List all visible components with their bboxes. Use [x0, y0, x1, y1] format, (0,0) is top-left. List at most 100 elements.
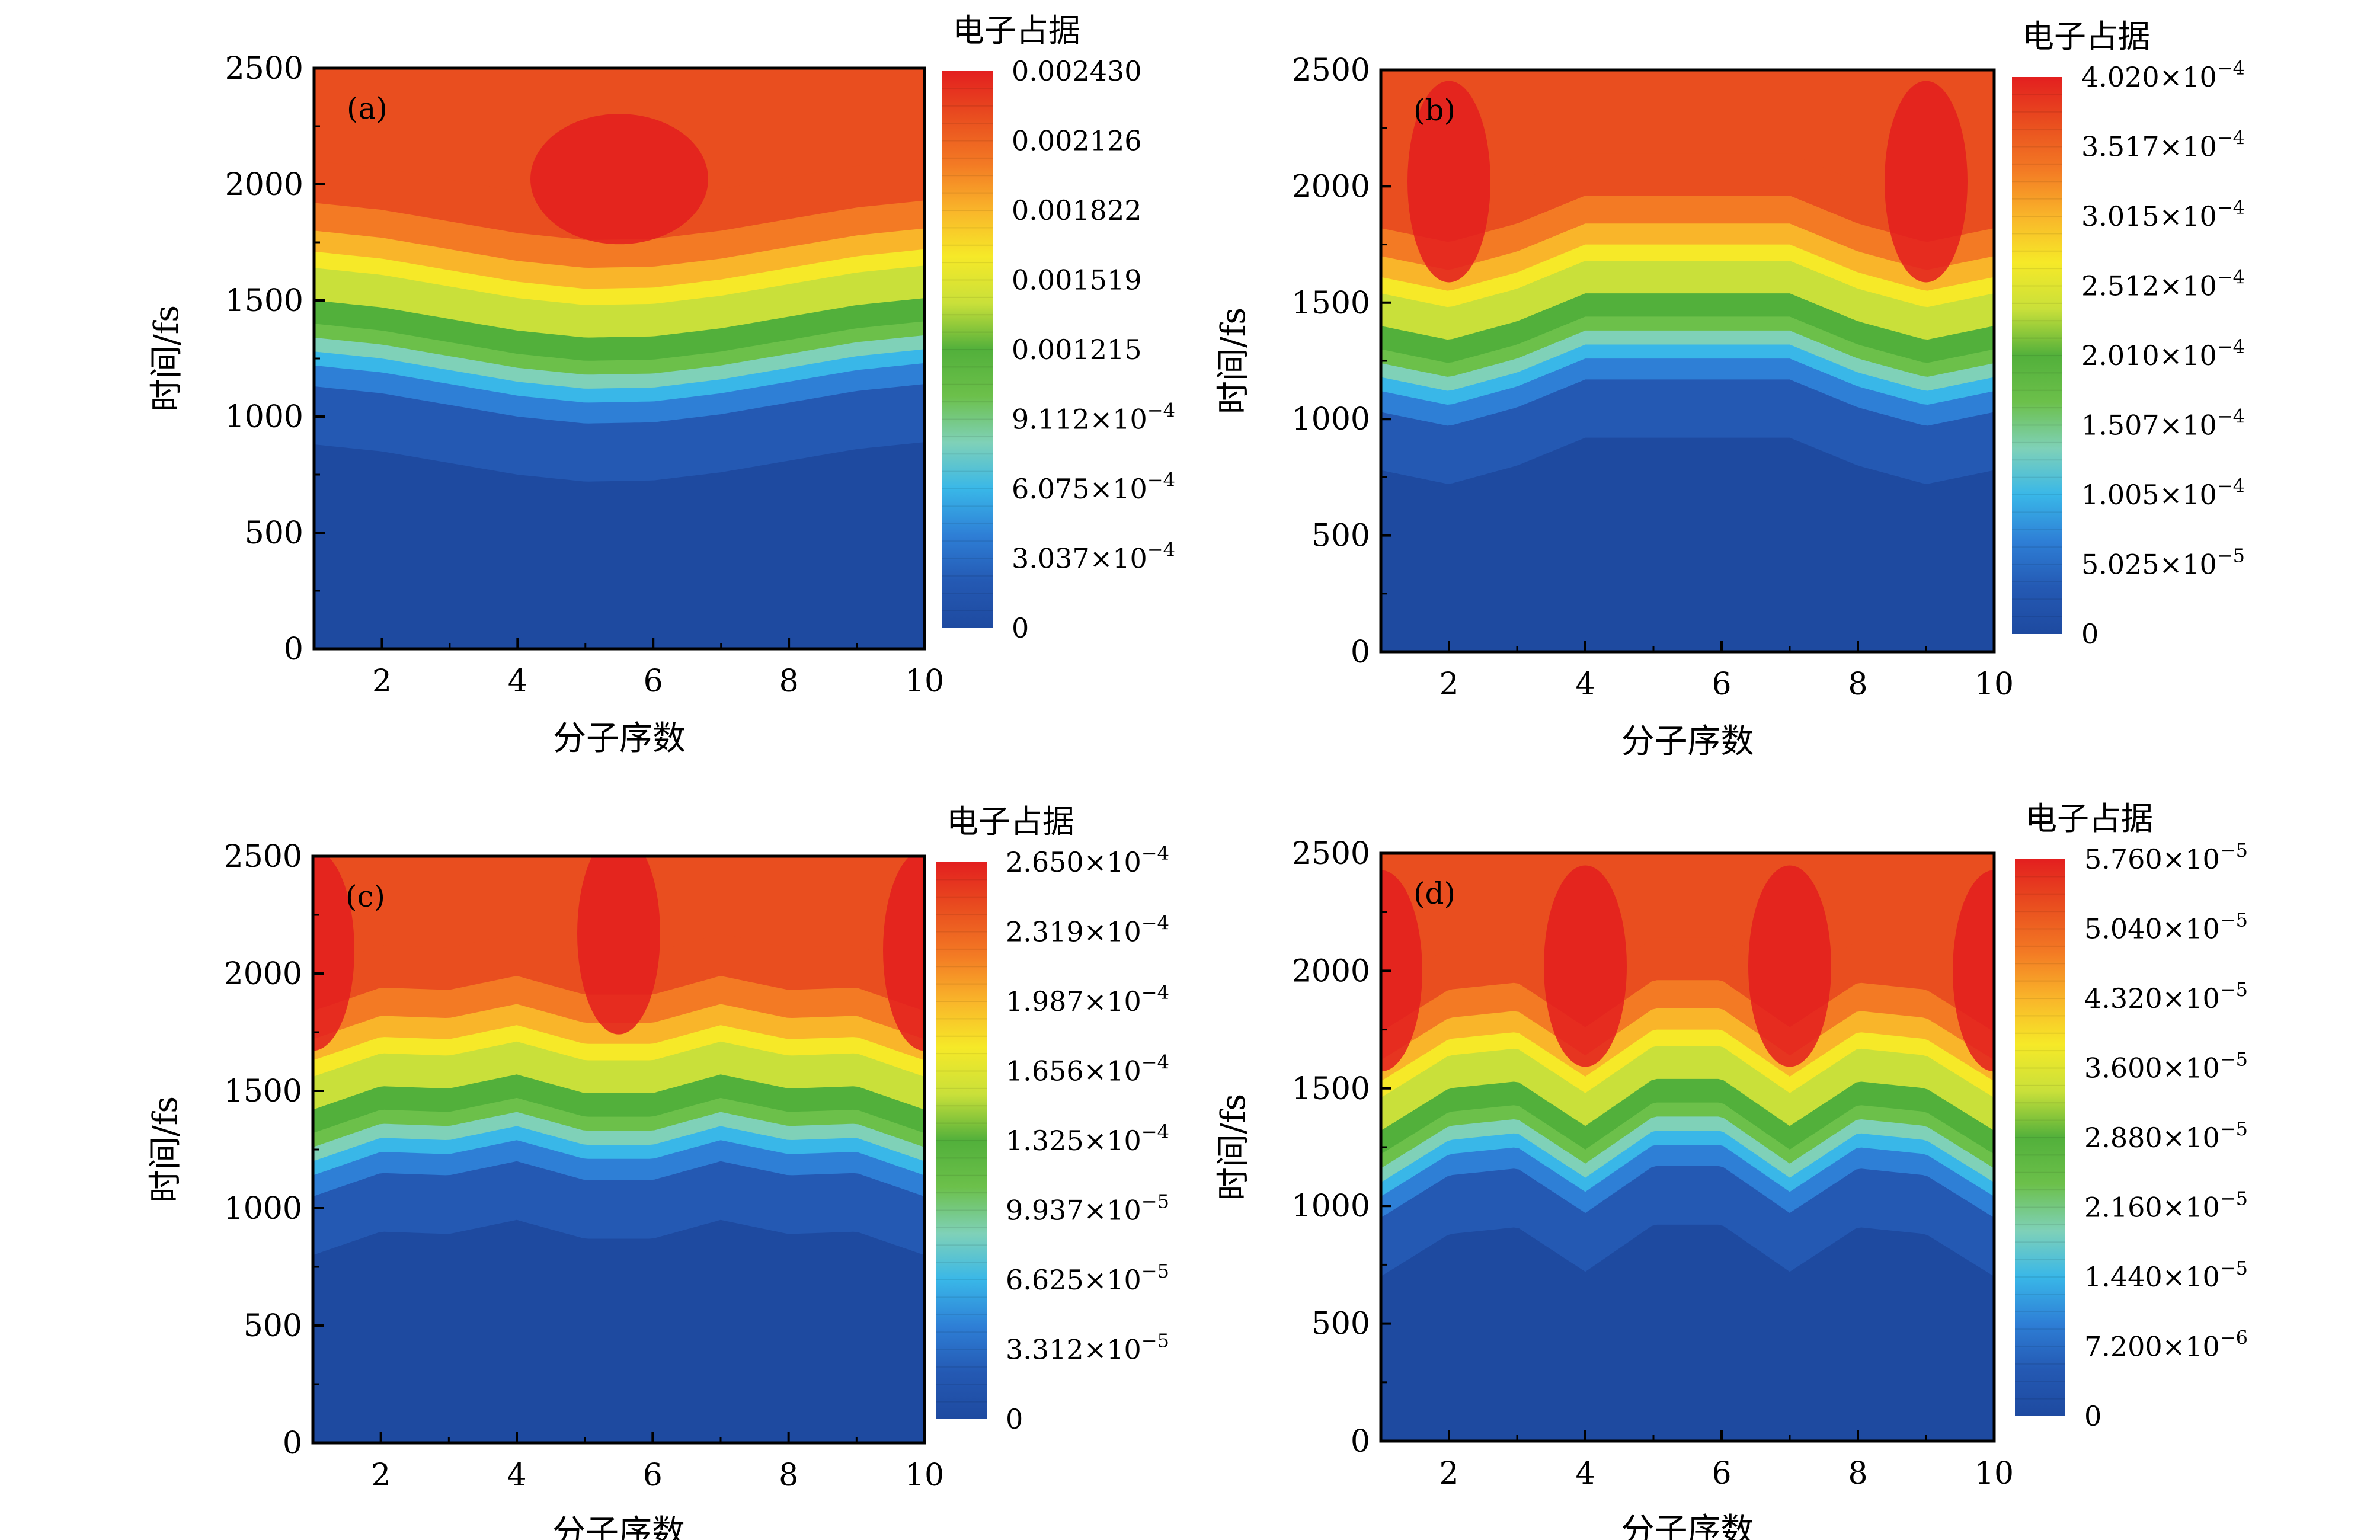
occupancy-peak [577, 856, 660, 1035]
y-tick-label: 2500 [225, 51, 303, 87]
colorbar-ramp [936, 862, 987, 1419]
occupancy-peak [1748, 865, 1831, 1067]
occupancy-peak [313, 856, 354, 1051]
colorbar-tick-label: 3.312×10−5 [1006, 1330, 1169, 1366]
x-axis-label: 分子序数 [552, 1513, 685, 1540]
panel-c: 2 4 6 8 10 0 500 1000 1500 2000 2500 分子序数 时间/fs (c) 电子… [146, 803, 1169, 1540]
colorbar-tick-label: 0.001215 [1012, 334, 1142, 366]
x-axis-label: 分子序数 [1621, 722, 1754, 761]
colorbar-tick-label: 2.160×10−5 [2084, 1187, 2248, 1224]
contour-band [314, 442, 925, 649]
heatmap-area [1381, 853, 1994, 1441]
heatmap-area [314, 68, 925, 649]
colorbar: 电子占据 0.002430 0.002126 0.001822 0.001519 0.00… [942, 12, 1175, 644]
colorbar-tick-label: 5.760×10−5 [2084, 839, 2248, 875]
y-tick-label: 0 [1351, 635, 1370, 670]
contour-band [1381, 1224, 1994, 1441]
colorbar-tick-label: 9.937×10−5 [1006, 1190, 1169, 1227]
colorbar-tick-label: 2.319×10−4 [1006, 912, 1169, 948]
y-tick-label: 500 [244, 1308, 302, 1344]
y-tick-label: 1000 [1292, 1189, 1370, 1224]
y-tick-label: 2000 [225, 167, 303, 203]
contour-band [313, 1219, 925, 1443]
y-tick-label: 1000 [224, 1191, 302, 1227]
colorbar-tick-label: 6.625×10−5 [1006, 1260, 1169, 1296]
x-tick-label: 10 [1975, 1456, 2014, 1491]
y-axis-label: 时间/fs [148, 305, 186, 412]
x-tick-label: 2 [372, 664, 392, 699]
heatmap-area [313, 856, 925, 1443]
colorbar-tick-label: 0 [1006, 1403, 1023, 1435]
x-tick-label: 4 [507, 1458, 526, 1493]
colorbar-tick-label: 0.002126 [1012, 125, 1142, 157]
contour-band [1381, 437, 1994, 652]
colorbar-tick-label: 1.656×10−4 [1006, 1051, 1169, 1087]
y-tick-label: 1500 [224, 1074, 302, 1109]
colorbar-title: 电子占据 [2022, 18, 2150, 55]
y-axis-label: 时间/fs [1214, 1094, 1253, 1200]
y-tick-label: 500 [1311, 518, 1370, 554]
x-tick-label: 2 [1439, 1456, 1458, 1491]
colorbar-title: 电子占据 [946, 803, 1074, 840]
y-tick-label: 2500 [224, 839, 302, 875]
colorbar-ramp [2015, 859, 2065, 1416]
panel-a: 2 4 6 8 10 0 500 1000 1500 2000 2500 分子序数 时间/fs (a) 电子… [148, 12, 1175, 758]
y-axis-label: 时间/fs [1214, 308, 1253, 414]
y-tick-label: 1000 [1292, 402, 1370, 437]
colorbar-tick-label: 3.600×10−5 [2084, 1048, 2248, 1084]
colorbar-tick-label: 0.002430 [1012, 55, 1142, 87]
colorbar-tick-label: 7.200×10−6 [2084, 1327, 2248, 1363]
y-tick-label: 1000 [225, 399, 303, 435]
x-tick-label: 10 [905, 1458, 944, 1493]
y-tick-label: 1500 [1292, 1071, 1370, 1107]
y-tick-label: 0 [283, 1426, 302, 1461]
x-tick-label: 4 [1575, 1456, 1595, 1491]
x-tick-label: 8 [1848, 667, 1867, 702]
occupancy-peak [1885, 81, 1968, 283]
y-tick-label: 1500 [225, 283, 303, 319]
heatmap-area [1381, 70, 1994, 652]
colorbar-tick-label: 2.650×10−4 [1006, 842, 1169, 878]
x-tick-label: 8 [779, 1458, 798, 1493]
y-axis-label: 时间/fs [146, 1096, 185, 1203]
x-tick-label: 6 [1712, 1456, 1731, 1491]
y-tick-label: 2000 [224, 956, 302, 992]
colorbar-tick-label: 3.517×10−4 [2081, 127, 2245, 163]
y-tick-label: 2000 [1292, 169, 1370, 204]
colorbar-tick-label: 2.880×10−5 [2084, 1118, 2248, 1154]
y-tick-label: 500 [245, 516, 303, 551]
occupancy-peak [1953, 870, 1994, 1072]
panel-label: (c) [346, 879, 385, 914]
y-tick-label: 1500 [1292, 286, 1370, 321]
y-tick-label: 0 [1351, 1424, 1370, 1459]
colorbar-title: 电子占据 [952, 12, 1080, 49]
colorbar-tick-label: 0.001822 [1012, 194, 1142, 226]
colorbar-ramp [2012, 77, 2062, 634]
y-tick-label: 500 [1311, 1307, 1370, 1342]
y-tick-label: 0 [284, 632, 303, 667]
colorbar-tick-label: 2.512×10−4 [2081, 266, 2245, 302]
y-tick-label: 2500 [1292, 836, 1370, 872]
colorbar-tick-label: 1.440×10−5 [2084, 1257, 2248, 1293]
x-tick-label: 8 [1848, 1456, 1867, 1491]
colorbar-tick-label: 0.001519 [1012, 264, 1142, 296]
panel-label: (a) [347, 91, 388, 126]
colorbar-tick-label: 3.037×10−4 [1012, 539, 1175, 575]
colorbar-tick-label: 5.025×10−5 [2081, 545, 2245, 581]
y-tick-label: 2500 [1292, 53, 1370, 88]
occupancy-peak [1544, 865, 1627, 1067]
colorbar-ramp [942, 71, 993, 628]
panel-label: (d) [1413, 876, 1455, 911]
x-tick-label: 2 [1439, 667, 1458, 702]
x-tick-label: 2 [371, 1458, 391, 1493]
x-tick-label: 6 [644, 664, 663, 699]
x-tick-label: 6 [1712, 667, 1731, 702]
colorbar-tick-label: 6.075×10−4 [1012, 469, 1175, 505]
colorbar-tick-label: 3.015×10−4 [2081, 196, 2245, 232]
colorbar-title: 电子占据 [2025, 800, 2153, 837]
x-tick-label: 10 [1975, 667, 2014, 702]
